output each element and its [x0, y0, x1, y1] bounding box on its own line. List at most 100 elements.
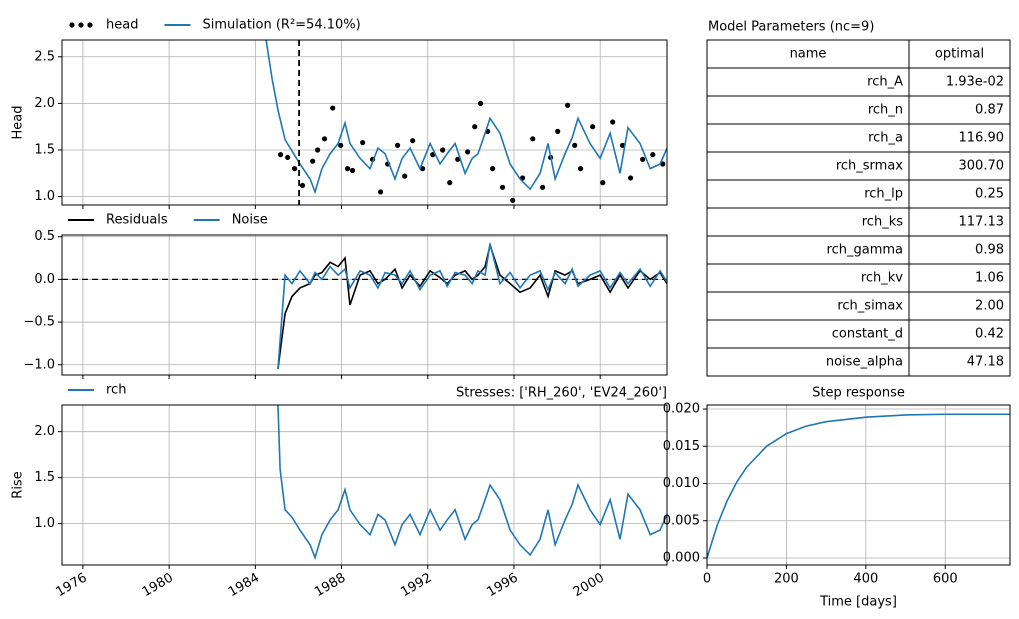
y-tick-label: 1.5 — [34, 143, 55, 158]
head-point — [349, 167, 356, 174]
table-cell-text: 0.25 — [975, 187, 1004, 202]
table-cell-text: noise_alpha — [826, 355, 903, 370]
y-tick-label: −1.0 — [23, 357, 55, 372]
legend-label: rch — [106, 383, 126, 398]
head-point — [410, 138, 416, 144]
table-header: name — [790, 47, 827, 62]
head-point — [477, 100, 484, 106]
y-tick-label: 1.5 — [34, 470, 55, 485]
plot-area — [277, 405, 667, 561]
head-point — [291, 166, 298, 172]
legend-label: Simulation (R²=54.10%) — [202, 18, 360, 33]
head-point — [640, 156, 646, 162]
y-tick-label: 0.005 — [663, 513, 700, 528]
head-point — [315, 147, 321, 153]
table-cell-text: 0.42 — [975, 327, 1004, 342]
x-tick-label: 200 — [774, 572, 799, 587]
head-point — [430, 152, 436, 158]
x-tick-label: 1980 — [140, 571, 176, 601]
chart-title: Step response — [812, 386, 905, 401]
table-cell-text: rch_gamma — [827, 243, 903, 258]
y-tick-label: 2.5 — [34, 49, 55, 64]
table-cell-text: rch_n — [868, 103, 903, 118]
table-cell-text: rch_simax — [837, 299, 903, 314]
x-tick-label: 0 — [703, 572, 711, 587]
series-line — [277, 242, 667, 370]
y-tick-label: 0.0 — [34, 272, 55, 287]
table-cell-text: rch_srmax — [836, 159, 903, 174]
chart-title: Stresses: ['RH_260', 'EV24_260'] — [456, 386, 667, 401]
legend-label: head — [106, 18, 138, 33]
series-line — [707, 413, 1010, 559]
y-axis-label: Rise — [11, 471, 26, 498]
axes-frame — [61, 234, 668, 376]
head-point — [321, 136, 328, 142]
table-cell-text: 300.70 — [959, 159, 1005, 174]
table-title: Model Parameters (nc=9) — [708, 20, 874, 35]
head-point — [499, 184, 506, 190]
x-tick-label: 1976 — [53, 571, 89, 601]
series-line — [265, 40, 667, 195]
head-point — [572, 142, 578, 148]
y-tick-label: 0.015 — [663, 439, 700, 454]
legend-label: Residuals — [106, 213, 168, 228]
x-tick-label: 1988 — [312, 571, 348, 601]
y-tick-label: 2.0 — [34, 424, 55, 439]
head-point — [299, 182, 306, 189]
x-tick-label: 1984 — [226, 571, 262, 601]
table-cell-text: 1.93e-02 — [946, 75, 1004, 90]
legend-marker — [78, 22, 84, 28]
head-point — [285, 154, 291, 161]
y-tick-label: 2.0 — [34, 96, 55, 111]
table-cell-text: 1.06 — [975, 271, 1004, 286]
head-point — [577, 166, 584, 172]
axes-frame — [61, 39, 668, 206]
y-tick-label: 0.000 — [663, 550, 700, 565]
head-point — [310, 158, 316, 164]
y-tick-label: 0.010 — [663, 476, 700, 491]
head-point — [344, 166, 351, 172]
y-tick-label: 0.5 — [34, 229, 55, 244]
head-point — [440, 147, 446, 153]
table-cell — [908, 347, 1011, 377]
plot-area — [62, 242, 667, 370]
head-point — [565, 102, 571, 108]
head-point — [610, 119, 616, 125]
x-tick-label: 2000 — [571, 571, 607, 601]
table-cell-text: rch_a — [868, 131, 903, 146]
y-tick-label: 1.0 — [34, 189, 55, 204]
table-cell-text: 117.13 — [959, 215, 1005, 230]
head-point — [627, 175, 634, 181]
table-cell-text: rch_ks — [862, 215, 903, 230]
legend-label: Noise — [232, 213, 268, 228]
table-cell-text: 116.90 — [959, 131, 1005, 146]
table-cell-text: 0.87 — [975, 103, 1004, 118]
head-point — [530, 136, 536, 142]
x-tick-label: 400 — [853, 572, 878, 587]
head-point — [277, 152, 284, 158]
x-tick-label: 600 — [933, 572, 958, 587]
x-axis-label: Time [days] — [819, 595, 897, 610]
head-point — [455, 156, 461, 162]
x-tick-label: 1992 — [398, 571, 434, 601]
legend-marker — [87, 22, 93, 28]
head-point — [650, 152, 656, 158]
head-point — [600, 180, 606, 186]
head-point — [472, 124, 478, 130]
head-point — [394, 142, 401, 148]
legend-marker — [69, 22, 75, 28]
table-cell-text: rch_kv — [861, 271, 903, 286]
table-cell-text: rch_lp — [864, 187, 903, 202]
head-point — [360, 139, 366, 146]
axes-frame — [706, 404, 1011, 566]
y-tick-label: 1.0 — [34, 516, 55, 531]
table-cell-text: 0.98 — [975, 243, 1004, 258]
head-point — [447, 180, 453, 186]
y-tick-label: 0.020 — [663, 402, 700, 417]
plot-area — [707, 413, 1010, 559]
axes-frame — [61, 404, 668, 566]
table-cell-text: 2.00 — [975, 299, 1004, 314]
head-point — [465, 149, 471, 155]
